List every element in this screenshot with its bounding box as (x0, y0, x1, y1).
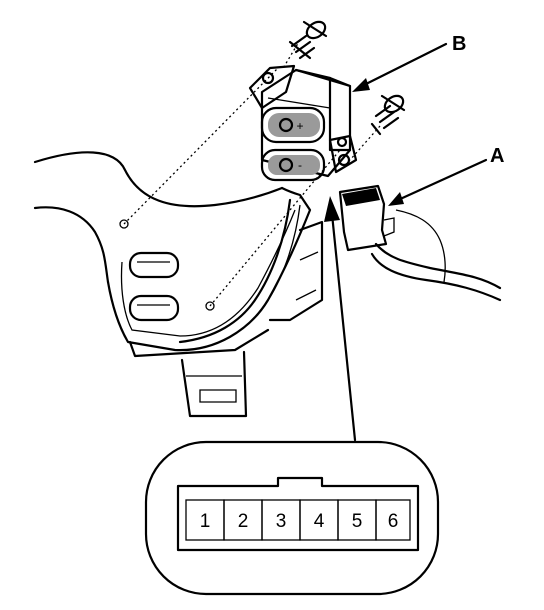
connector-pin-5: 5 (352, 511, 363, 532)
connector-pin-3: 3 (276, 511, 287, 532)
detail-pointer-arrow (324, 196, 357, 442)
connector-pin-1: 1 (200, 511, 211, 532)
screw-upper (288, 20, 328, 60)
callout-b: B (452, 33, 466, 55)
connector-pin-2: 2 (238, 511, 249, 532)
callout-b-leader (352, 42, 448, 92)
switch-plus-symbol: + (296, 119, 303, 133)
callout-a-leader (388, 158, 488, 206)
connector-detail-view: 1 2 3 4 5 6 (144, 440, 440, 596)
connector-pin-4: 4 (314, 511, 325, 532)
cruise-control-switch: + - (248, 64, 358, 182)
connector-pin-6: 6 (388, 511, 399, 532)
installation-guide-lines (123, 39, 381, 307)
switch-minus-symbol: - (298, 158, 302, 172)
steering-wheel-spoke (33, 151, 324, 418)
harness-connector (338, 184, 502, 302)
callout-a: A (490, 145, 504, 167)
screw-right (370, 94, 406, 136)
